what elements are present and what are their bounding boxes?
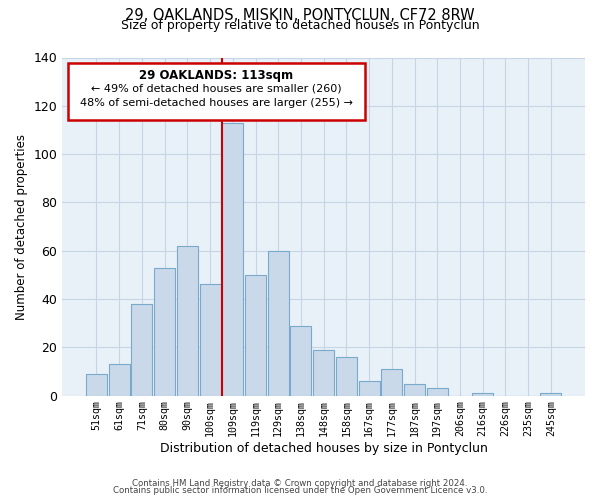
Bar	[472, 393, 493, 396]
Bar	[86, 374, 107, 396]
Text: 29 OAKLANDS: 113sqm: 29 OAKLANDS: 113sqm	[139, 68, 293, 82]
Text: 48% of semi-detached houses are larger (255) →: 48% of semi-detached houses are larger (…	[80, 98, 353, 108]
X-axis label: Distribution of detached houses by size in Pontyclun: Distribution of detached houses by size …	[160, 442, 488, 455]
Bar	[223, 122, 243, 396]
Bar	[313, 350, 334, 396]
Text: 29, OAKLANDS, MISKIN, PONTYCLUN, CF72 8RW: 29, OAKLANDS, MISKIN, PONTYCLUN, CF72 8R…	[125, 8, 475, 22]
Bar	[245, 275, 266, 396]
Bar	[154, 268, 175, 396]
Bar	[336, 357, 357, 396]
Bar	[268, 250, 289, 396]
Bar	[109, 364, 130, 396]
Bar	[427, 388, 448, 396]
Y-axis label: Number of detached properties: Number of detached properties	[15, 134, 28, 320]
Bar	[382, 369, 402, 396]
FancyBboxPatch shape	[68, 62, 365, 120]
Bar	[290, 326, 311, 396]
Bar	[404, 384, 425, 396]
Text: Contains public sector information licensed under the Open Government Licence v3: Contains public sector information licen…	[113, 486, 487, 495]
Bar	[177, 246, 198, 396]
Bar	[359, 381, 380, 396]
Bar	[131, 304, 152, 396]
Text: Contains HM Land Registry data © Crown copyright and database right 2024.: Contains HM Land Registry data © Crown c…	[132, 478, 468, 488]
Bar	[541, 393, 561, 396]
Text: Size of property relative to detached houses in Pontyclun: Size of property relative to detached ho…	[121, 18, 479, 32]
Bar	[200, 284, 221, 396]
Text: ← 49% of detached houses are smaller (260): ← 49% of detached houses are smaller (26…	[91, 84, 342, 94]
